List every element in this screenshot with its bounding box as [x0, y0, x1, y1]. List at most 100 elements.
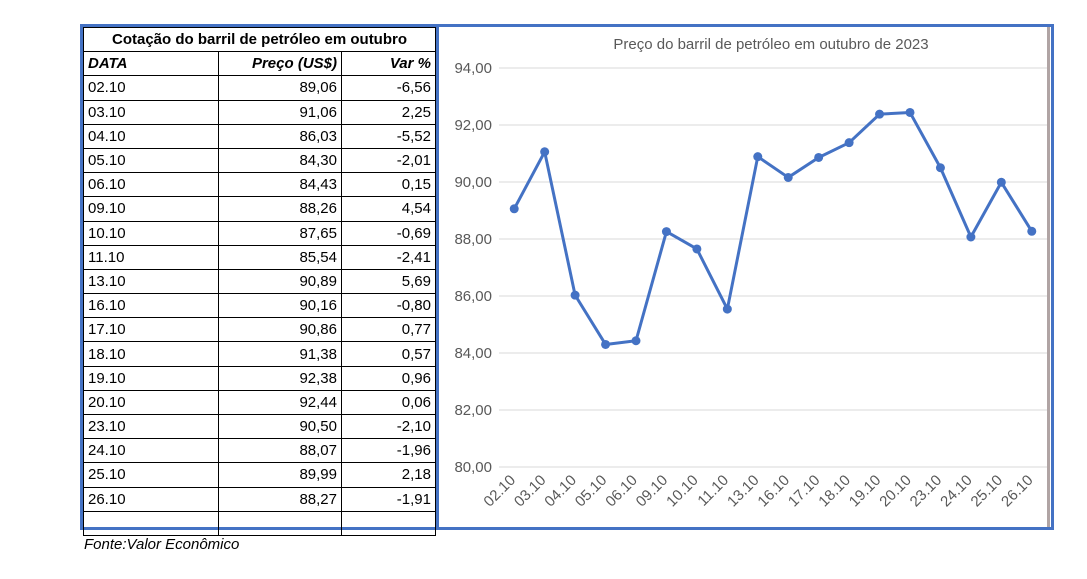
x-tick-label: 11.10	[694, 472, 732, 510]
cell-date: 04.10	[83, 123, 219, 149]
table-header-row: DATA Preço (US$) Var %	[83, 51, 436, 77]
cell-var: -0,80	[341, 293, 436, 319]
x-tick-label: 09.10	[633, 472, 672, 511]
cell-date: 05.10	[83, 147, 219, 174]
series-line	[512, 110, 1034, 346]
data-point	[875, 109, 885, 119]
cell-date: 17.10	[83, 317, 219, 343]
x-tick-label: 03.10	[511, 472, 550, 511]
table-row: 06.10 84,43 0,15	[83, 172, 436, 198]
cell-price: 90,89	[218, 268, 342, 295]
cell-var: 2,18	[341, 462, 436, 488]
y-tick-label: 82,00	[454, 402, 492, 419]
data-point	[540, 147, 550, 157]
table-row: 05.10 84,30 -2,01	[83, 147, 436, 174]
cell-var: 0,57	[341, 341, 436, 367]
cell-date: 24.10	[83, 438, 219, 464]
cell-var: -6,56	[341, 75, 436, 101]
table-title: Cotação do barril de petróleo em outubro	[83, 26, 436, 53]
chart-frame: Preço do barril de petróleo em outubro d…	[436, 24, 1054, 530]
chart-title: Preço do barril de petróleo em outubro d…	[613, 36, 928, 53]
table-row: 09.10 88,26 4,54	[83, 196, 436, 222]
table-row: 16.10 90,16 -0,80	[83, 293, 436, 319]
x-tick-label: 05.10	[572, 472, 611, 511]
cell-date: 13.10	[83, 268, 219, 295]
table-row: 10.10 87,65 -0,69	[83, 220, 436, 246]
col-header-date: DATA	[83, 51, 219, 77]
cell-date: 02.10	[83, 75, 219, 101]
source-note: Fonte:Valor Econômico	[84, 536, 240, 553]
cell-var: -0,69	[341, 220, 436, 246]
cell-price: 88,07	[218, 438, 342, 464]
data-point	[692, 244, 702, 254]
cell-var: 4,54	[341, 196, 436, 222]
empty-cell	[341, 510, 436, 536]
y-tick-label: 88,00	[454, 231, 492, 248]
data-point	[814, 152, 824, 162]
table-row: 03.10 91,06 2,25	[83, 99, 436, 125]
data-point	[601, 339, 611, 349]
cell-price: 88,27	[218, 486, 342, 512]
cell-price: 90,86	[218, 317, 342, 343]
cell-price: 86,03	[218, 123, 342, 149]
y-tick-label: 90,00	[454, 174, 492, 191]
data-point	[509, 204, 519, 214]
y-tick-label: 80,00	[454, 459, 492, 476]
cell-var: 2,25	[341, 99, 436, 125]
x-tick-label: 16.10	[754, 472, 793, 511]
cell-date: 10.10	[83, 220, 219, 246]
empty-cell	[218, 510, 342, 536]
x-tick-label: 13.10	[724, 472, 763, 511]
col-header-price: Preço (US$)	[218, 51, 342, 77]
table-row: 17.10 90,86 0,77	[83, 317, 436, 343]
empty-cell	[83, 510, 219, 536]
cell-date: 11.10	[83, 244, 219, 270]
table-row: 11.10 85,54 -2,41	[83, 244, 436, 270]
table-row-empty	[83, 510, 436, 536]
y-tick-label: 94,00	[454, 60, 492, 77]
data-point	[661, 227, 671, 237]
table-row: 19.10 92,38 0,96	[83, 365, 436, 391]
cell-price: 88,26	[218, 196, 342, 222]
x-tick-label: 20.10	[876, 472, 915, 511]
data-point	[1027, 226, 1037, 236]
y-tick-label: 92,00	[454, 117, 492, 134]
x-tick-label: 10.10	[663, 472, 702, 511]
cell-var: -2,10	[341, 413, 436, 440]
x-tick-label: 25.10	[968, 472, 1007, 511]
table-row: 25.10 89,99 2,18	[83, 462, 436, 488]
cell-price: 92,44	[218, 389, 342, 416]
cell-var: 0,06	[341, 389, 436, 416]
x-tick-label: 17.10	[785, 472, 824, 511]
cell-date: 19.10	[83, 365, 219, 391]
table-title-row: Cotação do barril de petróleo em outubro	[83, 26, 436, 53]
col-header-var: Var %	[341, 51, 436, 77]
table-row: 02.10 89,06 -6,56	[83, 75, 436, 101]
cell-var: -2,41	[341, 244, 436, 270]
cell-date: 18.10	[83, 341, 219, 367]
cell-var: 5,69	[341, 268, 436, 295]
x-tick-label: 24.10	[937, 472, 976, 511]
cell-price: 90,50	[218, 413, 342, 440]
x-tick-label: 18.10	[815, 472, 854, 511]
cell-date: 06.10	[83, 172, 219, 198]
data-point	[996, 177, 1006, 187]
cell-date: 25.10	[83, 462, 219, 488]
cell-var: 0,96	[341, 365, 436, 391]
data-point	[935, 163, 945, 173]
data-point	[844, 138, 854, 148]
table-row: 13.10 90,89 5,69	[83, 268, 436, 295]
y-tick-label: 84,00	[454, 345, 492, 362]
data-point	[783, 172, 793, 182]
cell-var: 0,77	[341, 317, 436, 343]
x-tick-label: 26.10	[998, 472, 1037, 511]
cell-var: 0,15	[341, 172, 436, 198]
cell-date: 26.10	[83, 486, 219, 512]
cell-price: 91,38	[218, 341, 342, 367]
data-point	[631, 336, 641, 346]
data-point	[722, 304, 732, 314]
table-row: 26.10 88,27 -1,91	[83, 486, 436, 512]
x-tick-label: 06.10	[602, 472, 641, 511]
cell-price: 90,16	[218, 293, 342, 319]
quote-table: Cotação do barril de petróleo em outubro…	[83, 26, 436, 536]
